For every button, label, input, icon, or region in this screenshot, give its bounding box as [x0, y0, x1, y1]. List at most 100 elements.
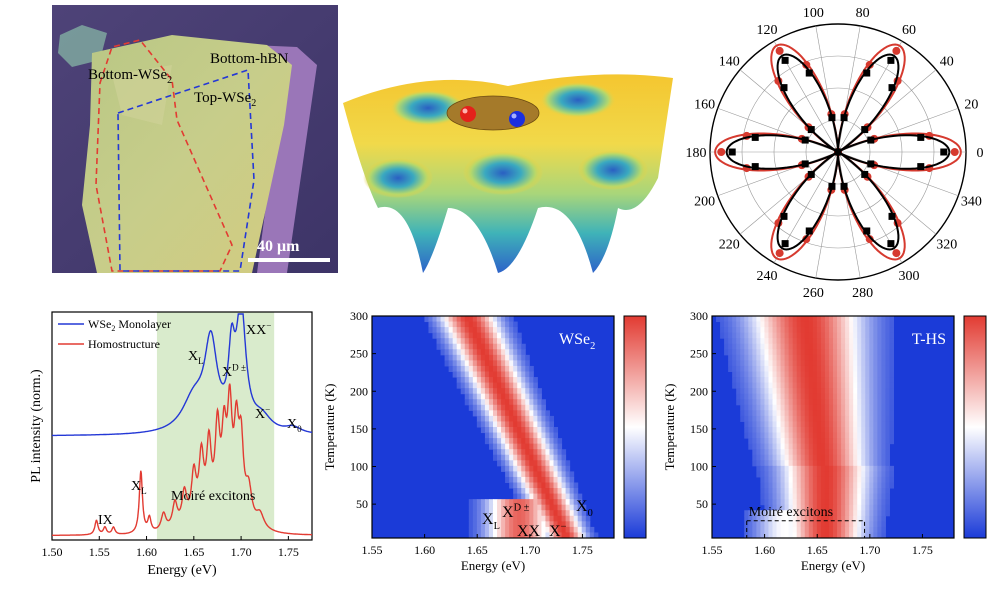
map-cell [557, 443, 563, 450]
map-cell [468, 377, 474, 384]
map-cell [881, 415, 886, 422]
map-cell [561, 488, 567, 495]
map-cell [792, 393, 798, 400]
map-cell [820, 532, 826, 539]
map-cell [885, 460, 890, 467]
map-cell [517, 365, 522, 372]
map-cell [505, 504, 510, 511]
map-cell [541, 504, 546, 511]
map-cell [484, 399, 490, 406]
map-cell [881, 476, 886, 483]
polar-data-point-black [801, 136, 809, 144]
map-cell [885, 465, 890, 472]
map-cell [521, 510, 526, 517]
map-cell [509, 354, 514, 361]
map-cell [752, 316, 757, 323]
map-cell [537, 449, 542, 456]
map-cell [833, 427, 838, 434]
map-cell [760, 343, 765, 350]
map-cell [509, 343, 514, 350]
map-cell [752, 427, 757, 434]
map-cell [877, 449, 882, 456]
map-cell [480, 404, 486, 411]
map-cell [428, 316, 433, 323]
map-cell [849, 349, 854, 356]
map-cell [748, 515, 753, 522]
map-cell [792, 388, 798, 395]
map-cell [877, 532, 882, 539]
map-cell [533, 532, 538, 539]
map-cell [881, 471, 886, 478]
map-cell [845, 410, 850, 417]
map-cell [428, 327, 433, 334]
map-cell [752, 388, 757, 395]
map-cell [736, 321, 741, 328]
map-cell [885, 427, 890, 434]
map-cell [501, 410, 506, 417]
map-cell [849, 399, 854, 406]
map-cell [877, 371, 882, 378]
map-cell [529, 504, 534, 511]
map-cell [804, 377, 810, 384]
map-cell [865, 354, 870, 361]
map-cell [553, 526, 559, 533]
map-cell [877, 526, 882, 533]
map-cell [565, 515, 571, 522]
map-cell [545, 454, 550, 461]
map-cell [788, 338, 794, 345]
map-cell [720, 321, 725, 328]
map-cell [796, 493, 802, 500]
map-cell [792, 360, 798, 367]
map-cell [873, 449, 878, 456]
map-cell [501, 399, 506, 406]
map-cell [784, 371, 790, 378]
map-cell [828, 393, 834, 400]
map-cell [837, 360, 842, 367]
map-cell [796, 404, 802, 411]
map-cell [497, 460, 502, 467]
map-cell [828, 510, 834, 517]
map-cell [812, 449, 818, 456]
map-cell [837, 465, 842, 472]
map-cell [561, 504, 567, 511]
map-cell [824, 388, 830, 395]
map-cell [877, 504, 882, 511]
map-cell [861, 404, 866, 411]
map-cell [857, 532, 862, 539]
map-cell [885, 432, 890, 439]
polar-data-point-black [917, 163, 925, 171]
map-cell [768, 499, 773, 506]
map-cell [565, 526, 571, 533]
map-cell [768, 349, 773, 356]
map-cell [488, 532, 494, 539]
map-cell [521, 393, 526, 400]
map-cell [857, 471, 862, 478]
map-cell [493, 510, 498, 517]
map-cell [756, 365, 761, 372]
map-cell [845, 349, 850, 356]
map-cell [788, 521, 794, 528]
map-cell [869, 460, 874, 467]
map-cell [853, 338, 858, 345]
map-cell [841, 321, 846, 328]
map-cell [865, 532, 870, 539]
map-cell [533, 443, 538, 450]
map-cell [873, 443, 878, 450]
map-cell [873, 415, 878, 422]
map-cell [780, 460, 786, 467]
map-cell [824, 532, 830, 539]
map-cell [828, 365, 834, 372]
map-cell [756, 510, 761, 517]
map-cell [501, 449, 506, 456]
map-cell [488, 365, 494, 372]
map-cell [772, 354, 778, 361]
map-cell [760, 327, 765, 334]
map-cell [561, 532, 567, 539]
map-cell [828, 321, 834, 328]
map-cell [824, 499, 830, 506]
map-cell [837, 343, 842, 350]
map-cell [877, 393, 882, 400]
map-cell [440, 321, 446, 328]
map-cell [533, 515, 538, 522]
